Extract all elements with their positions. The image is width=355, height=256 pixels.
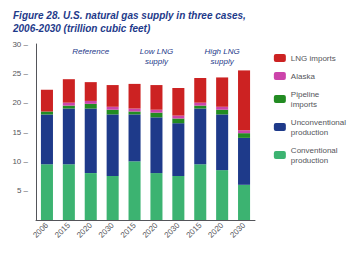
svg-text:supply: supply xyxy=(211,57,235,66)
svg-text:production: production xyxy=(291,128,328,137)
svg-text:5 –: 5 – xyxy=(17,186,29,195)
svg-text:2015: 2015 xyxy=(185,220,204,239)
svg-text:2020: 2020 xyxy=(75,220,94,239)
svg-text:Alaska: Alaska xyxy=(291,72,316,81)
svg-text:2020: 2020 xyxy=(206,220,225,239)
svg-text:High LNG: High LNG xyxy=(205,47,240,56)
svg-text:30 –: 30 – xyxy=(12,40,28,49)
svg-text:Unconventional: Unconventional xyxy=(291,118,346,127)
svg-text:2015: 2015 xyxy=(119,220,138,239)
svg-text:2006: 2006 xyxy=(31,220,50,239)
svg-text:LNG imports: LNG imports xyxy=(291,54,336,63)
svg-text:2030: 2030 xyxy=(228,220,247,239)
svg-text:2015: 2015 xyxy=(53,220,72,239)
svg-text:Reference: Reference xyxy=(72,47,109,56)
svg-text:20 –: 20 – xyxy=(12,98,28,107)
svg-text:supply: supply xyxy=(145,57,169,66)
svg-text:production: production xyxy=(291,156,328,165)
svg-text:10 –: 10 – xyxy=(12,157,28,166)
svg-text:2006-2030 (trillion cubic feet: 2006-2030 (trillion cubic feet) xyxy=(12,23,151,34)
svg-text:2020: 2020 xyxy=(141,220,160,239)
svg-text:15 –: 15 – xyxy=(12,128,28,137)
svg-text:2030: 2030 xyxy=(97,220,116,239)
svg-text:25 –: 25 – xyxy=(12,69,28,78)
svg-text:Conventional: Conventional xyxy=(291,146,338,155)
svg-text:Pipeline: Pipeline xyxy=(291,90,320,99)
svg-text:2030: 2030 xyxy=(163,220,182,239)
svg-text:Low LNG: Low LNG xyxy=(140,47,173,56)
svg-text:Figure 28. U.S. natural gas su: Figure 28. U.S. natural gas supply in th… xyxy=(13,10,246,21)
svg-text:imports: imports xyxy=(291,100,317,109)
